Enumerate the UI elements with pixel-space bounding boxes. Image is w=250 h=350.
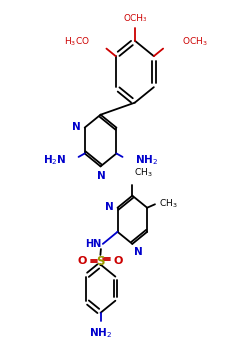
Text: CH$_3$: CH$_3$ — [159, 197, 178, 210]
Text: HN: HN — [86, 239, 102, 249]
Text: S: S — [96, 254, 105, 268]
Text: N: N — [134, 247, 143, 257]
Text: N: N — [97, 170, 106, 181]
Text: NH$_2$: NH$_2$ — [135, 153, 158, 167]
Text: O: O — [78, 256, 87, 266]
Text: H$_2$N: H$_2$N — [43, 153, 66, 167]
Text: O: O — [114, 256, 123, 266]
Text: OCH$_3$: OCH$_3$ — [182, 35, 208, 48]
Text: N: N — [105, 202, 114, 212]
Text: H$_3$CO: H$_3$CO — [64, 35, 90, 48]
Text: $_3$: $_3$ — [142, 15, 147, 24]
Text: OCH: OCH — [124, 14, 144, 23]
Text: N: N — [72, 121, 80, 132]
Text: NH$_2$: NH$_2$ — [89, 326, 112, 340]
Text: CH$_3$: CH$_3$ — [134, 167, 152, 179]
